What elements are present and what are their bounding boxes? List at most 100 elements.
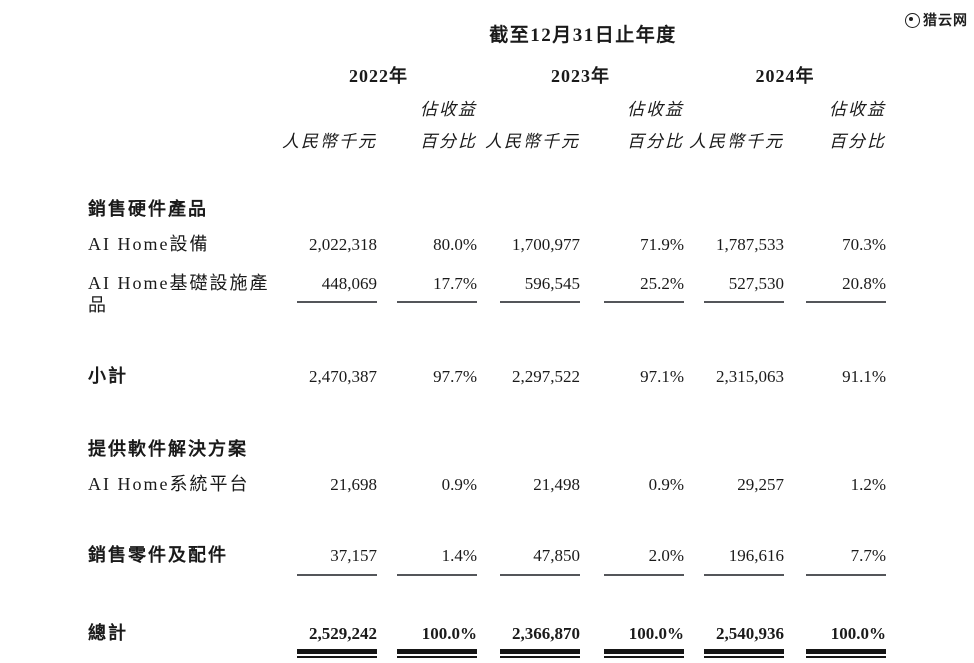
table-row: 銷售零件及配件 37,157 1.4% 47,850 2.0% 196,616 … bbox=[88, 544, 886, 576]
pct-cell-2022: 80.0% bbox=[377, 235, 477, 260]
pct-value: 20.8% bbox=[806, 274, 886, 304]
amount-cell-2024: 1,787,533 bbox=[684, 235, 784, 260]
pct-cell-2024: 91.1% bbox=[784, 367, 886, 392]
amount-value: 2,297,522 bbox=[512, 366, 580, 386]
pct-cell-2023: 100.0% bbox=[580, 624, 684, 659]
pct-cell-2023: 2.0% bbox=[580, 546, 684, 576]
pct-cell-2023: 0.9% bbox=[580, 475, 684, 500]
amount-cell-2023: 47,850 bbox=[477, 546, 580, 576]
pct-value: 2.0% bbox=[604, 546, 684, 576]
amount-value: 2,540,936 bbox=[704, 624, 784, 659]
amount-cell-2022: 37,157 bbox=[280, 546, 377, 576]
table-row: AI Home系統平台 21,698 0.9% 21,498 0.9% 29,2… bbox=[88, 473, 886, 500]
pct-unit-2024: 百分比 bbox=[829, 132, 886, 152]
year-header-2022: 2022年 bbox=[349, 66, 408, 86]
amount-value: 596,545 bbox=[500, 274, 580, 304]
pct-caption-2024: 佔收益 bbox=[829, 100, 886, 119]
pct-value: 100.0% bbox=[806, 624, 886, 659]
revenue-table: 截至12月31日止年度 2022年 2023年 2024年 佔收益 佔收益 佔收… bbox=[88, 20, 886, 659]
pct-value: 0.9% bbox=[648, 474, 684, 494]
table-row: AI Home基礎設施產品 448,069 17.7% 596,545 25.2… bbox=[88, 272, 886, 317]
table-row: AI Home設備 2,022,318 80.0% 1,700,977 71.9… bbox=[88, 233, 886, 260]
amount-cell-2023: 2,366,870 bbox=[477, 624, 580, 659]
pct-value: 80.0% bbox=[433, 234, 477, 254]
pct-value: 0.9% bbox=[441, 474, 477, 494]
amount-value: 196,616 bbox=[704, 546, 784, 576]
table-title: 截至12月31日止年度 bbox=[489, 25, 677, 46]
amount-cell-2024: 2,540,936 bbox=[684, 624, 784, 659]
amount-value: 2,366,870 bbox=[500, 624, 580, 659]
pct-cell-2022: 100.0% bbox=[377, 624, 477, 659]
pct-cell-2023: 71.9% bbox=[580, 235, 684, 260]
amount-cell-2022: 21,698 bbox=[280, 475, 377, 500]
watermark-logo-icon bbox=[905, 12, 920, 28]
pct-cell-2022: 1.4% bbox=[377, 546, 477, 576]
amount-value: 37,157 bbox=[297, 546, 377, 576]
pct-cell-2024: 1.2% bbox=[784, 475, 886, 500]
pct-value: 97.1% bbox=[640, 366, 684, 386]
amount-cell-2024: 2,315,063 bbox=[684, 367, 784, 392]
pct-value: 7.7% bbox=[806, 546, 886, 576]
pct-caption-2022: 佔收益 bbox=[420, 100, 477, 119]
amount-cell-2024: 196,616 bbox=[684, 546, 784, 576]
amount-value: 2,022,318 bbox=[309, 234, 377, 254]
amount-unit-2023: 人民幣千元 bbox=[485, 132, 580, 152]
pct-value: 17.7% bbox=[397, 274, 477, 304]
pct-value: 25.2% bbox=[604, 274, 684, 304]
amount-cell-2024: 527,530 bbox=[684, 274, 784, 304]
pct-value: 1.4% bbox=[397, 546, 477, 576]
year-header-2023: 2023年 bbox=[551, 66, 610, 86]
amount-cell-2024: 29,257 bbox=[684, 475, 784, 500]
row-label: 銷售零件及配件 bbox=[88, 545, 228, 566]
pct-value: 91.1% bbox=[842, 366, 886, 386]
row-label: 小計 bbox=[88, 365, 128, 386]
amount-cell-2022: 2,529,242 bbox=[280, 624, 377, 659]
pct-cell-2024: 7.7% bbox=[784, 546, 886, 576]
row-label: AI Home設備 bbox=[88, 233, 210, 254]
table-header-years-row: 2022年 2023年 2024年 bbox=[88, 62, 886, 88]
amount-value: 21,498 bbox=[533, 474, 580, 494]
watermark-text: 猎云网 bbox=[923, 14, 968, 29]
pct-cell-2022: 97.7% bbox=[377, 367, 477, 392]
amount-value: 527,530 bbox=[704, 274, 784, 304]
pct-value: 71.9% bbox=[640, 234, 684, 254]
amount-cell-2023: 1,700,977 bbox=[477, 235, 580, 260]
table-header-title-row: 截至12月31日止年度 bbox=[88, 20, 886, 47]
table-header-pct-caption-row: 佔收益 佔收益 佔收益 bbox=[88, 100, 886, 120]
table-row: 小計 2,470,387 97.7% 2,297,522 97.1% 2,315… bbox=[88, 365, 886, 392]
amount-value: 448,069 bbox=[297, 274, 377, 304]
pct-caption-2023: 佔收益 bbox=[627, 100, 684, 119]
pct-unit-2022: 百分比 bbox=[420, 132, 477, 152]
amount-unit-2024: 人民幣千元 bbox=[689, 132, 784, 152]
year-header-2024: 2024年 bbox=[755, 66, 815, 86]
amount-cell-2022: 2,470,387 bbox=[280, 367, 377, 392]
pct-cell-2022: 17.7% bbox=[377, 274, 477, 304]
row-label: 總計 bbox=[88, 622, 128, 643]
table-row: 總計 2,529,242 100.0% 2,366,870 100.0% 2,5… bbox=[88, 622, 886, 659]
pct-cell-2023: 25.2% bbox=[580, 274, 684, 304]
amount-value: 1,787,533 bbox=[716, 234, 784, 254]
row-label: AI Home系統平台 bbox=[88, 473, 250, 494]
amount-value: 2,470,387 bbox=[309, 366, 377, 386]
amount-value: 47,850 bbox=[500, 546, 580, 576]
row-label: 銷售硬件產品 bbox=[88, 199, 208, 220]
table-body: 銷售硬件產品 AI Home設備 2,022,318 80.0% 1,700,9… bbox=[88, 198, 886, 659]
amount-value: 2,529,242 bbox=[297, 624, 377, 659]
table-row: 提供軟件解決方案 bbox=[88, 438, 886, 461]
pct-value: 97.7% bbox=[433, 366, 477, 386]
watermark: 猎云网 bbox=[905, 10, 968, 30]
amount-value: 29,257 bbox=[737, 474, 784, 494]
row-label: 提供軟件解決方案 bbox=[88, 439, 248, 460]
amount-unit-2022: 人民幣千元 bbox=[282, 132, 377, 152]
pct-value: 70.3% bbox=[842, 234, 886, 254]
pct-cell-2024: 70.3% bbox=[784, 235, 886, 260]
amount-value: 1,700,977 bbox=[512, 234, 580, 254]
pct-cell-2024: 100.0% bbox=[784, 624, 886, 659]
pct-value: 100.0% bbox=[397, 624, 477, 659]
amount-cell-2022: 448,069 bbox=[280, 274, 377, 304]
table-row: 銷售硬件產品 bbox=[88, 198, 886, 221]
pct-value: 100.0% bbox=[604, 624, 684, 659]
amount-cell-2022: 2,022,318 bbox=[280, 235, 377, 260]
pct-cell-2023: 97.1% bbox=[580, 367, 684, 392]
